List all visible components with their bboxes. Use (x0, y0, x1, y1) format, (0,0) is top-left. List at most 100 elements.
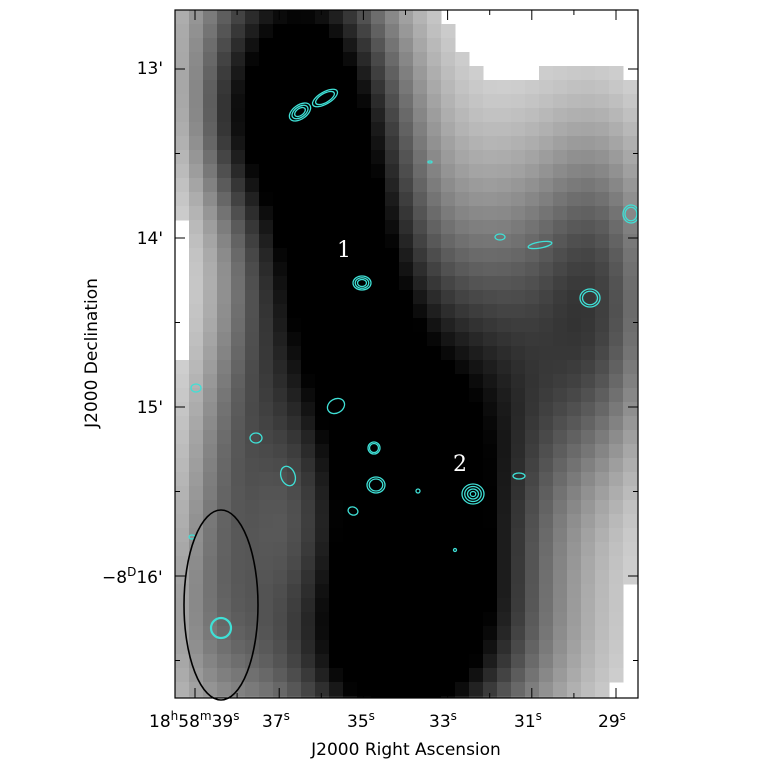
image-pixel (175, 682, 190, 697)
image-pixel (609, 542, 624, 557)
image-pixel (329, 122, 344, 137)
image-pixel (595, 94, 610, 109)
image-pixel (539, 94, 554, 109)
image-pixel (567, 192, 582, 207)
image-pixel (189, 52, 204, 67)
image-pixel (553, 472, 568, 487)
image-pixel (525, 234, 540, 249)
image-pixel (231, 108, 246, 123)
image-pixel (357, 528, 372, 543)
contour-line (352, 275, 372, 291)
image-pixel (315, 486, 330, 501)
image-pixel (539, 220, 554, 235)
image-pixel (343, 24, 358, 39)
image-pixel (567, 374, 582, 389)
image-pixel (441, 584, 456, 599)
image-pixel (301, 234, 316, 249)
image-pixel (469, 640, 484, 655)
image-pixel (329, 346, 344, 361)
image-pixel (273, 346, 288, 361)
image-pixel (189, 94, 204, 109)
image-pixel (189, 206, 204, 221)
image-pixel (217, 234, 232, 249)
image-pixel (329, 290, 344, 305)
image-pixel (217, 276, 232, 291)
image-pixel (371, 640, 386, 655)
image-pixel (483, 556, 498, 571)
image-pixel (553, 332, 568, 347)
image-pixel (385, 346, 400, 361)
image-pixel (273, 290, 288, 305)
image-pixel (343, 388, 358, 403)
image-pixel (245, 234, 260, 249)
image-pixel (217, 178, 232, 193)
image-pixel (623, 220, 638, 235)
image-pixel (189, 556, 204, 571)
image-pixel (315, 500, 330, 515)
image-pixel (329, 38, 344, 53)
image-pixel (623, 416, 638, 431)
image-pixel (497, 612, 512, 627)
image-pixel (357, 360, 372, 375)
image-pixel (343, 346, 358, 361)
image-pixel (175, 542, 190, 557)
image-pixel (581, 360, 596, 375)
image-pixel (203, 150, 218, 165)
image-pixel (343, 612, 358, 627)
image-pixel (455, 346, 470, 361)
image-pixel (483, 360, 498, 375)
image-pixel (231, 136, 246, 151)
image-pixel (301, 178, 316, 193)
image-pixel (231, 52, 246, 67)
image-pixel (301, 290, 316, 305)
image-pixel (259, 80, 274, 95)
image-pixel (259, 528, 274, 543)
image-pixel (259, 570, 274, 585)
image-pixel (511, 150, 526, 165)
image-pixel (553, 570, 568, 585)
image-pixel (553, 262, 568, 277)
image-pixel (637, 486, 638, 501)
image-pixel (259, 640, 274, 655)
image-pixel (553, 416, 568, 431)
image-pixel (217, 626, 232, 641)
image-pixel (595, 486, 610, 501)
image-pixel (217, 570, 232, 585)
image-pixel (399, 346, 414, 361)
image-pixel (371, 444, 386, 459)
x-tick-label: 33s (429, 709, 457, 732)
image-pixel (259, 24, 274, 39)
image-pixel (483, 80, 498, 95)
image-pixel (623, 94, 638, 109)
image-pixel (637, 290, 638, 305)
image-pixel (273, 80, 288, 95)
image-pixel (609, 612, 624, 627)
image-pixel (189, 360, 204, 375)
image-pixel (189, 164, 204, 179)
contour-line (464, 485, 482, 503)
image-pixel (595, 542, 610, 557)
image-pixel (595, 444, 610, 459)
image-pixel (385, 444, 400, 459)
image-pixel (497, 178, 512, 193)
image-pixel (469, 598, 484, 613)
image-pixel (385, 416, 400, 431)
image-pixel (385, 38, 400, 53)
image-pixel (371, 570, 386, 585)
image-pixel (357, 192, 372, 207)
image-pixel (511, 640, 526, 655)
image-pixel (595, 654, 610, 669)
image-pixel (259, 304, 274, 319)
image-pixel (399, 24, 414, 39)
image-pixel (301, 430, 316, 445)
image-pixel (413, 668, 428, 683)
image-pixel (385, 668, 400, 683)
image-pixel (483, 584, 498, 599)
image-pixel (343, 206, 358, 221)
image-pixel (385, 598, 400, 613)
image-pixel (259, 346, 274, 361)
image-pixel (315, 514, 330, 529)
image-pixel (329, 542, 344, 557)
image-pixel (203, 24, 218, 39)
image-pixel (315, 10, 330, 25)
